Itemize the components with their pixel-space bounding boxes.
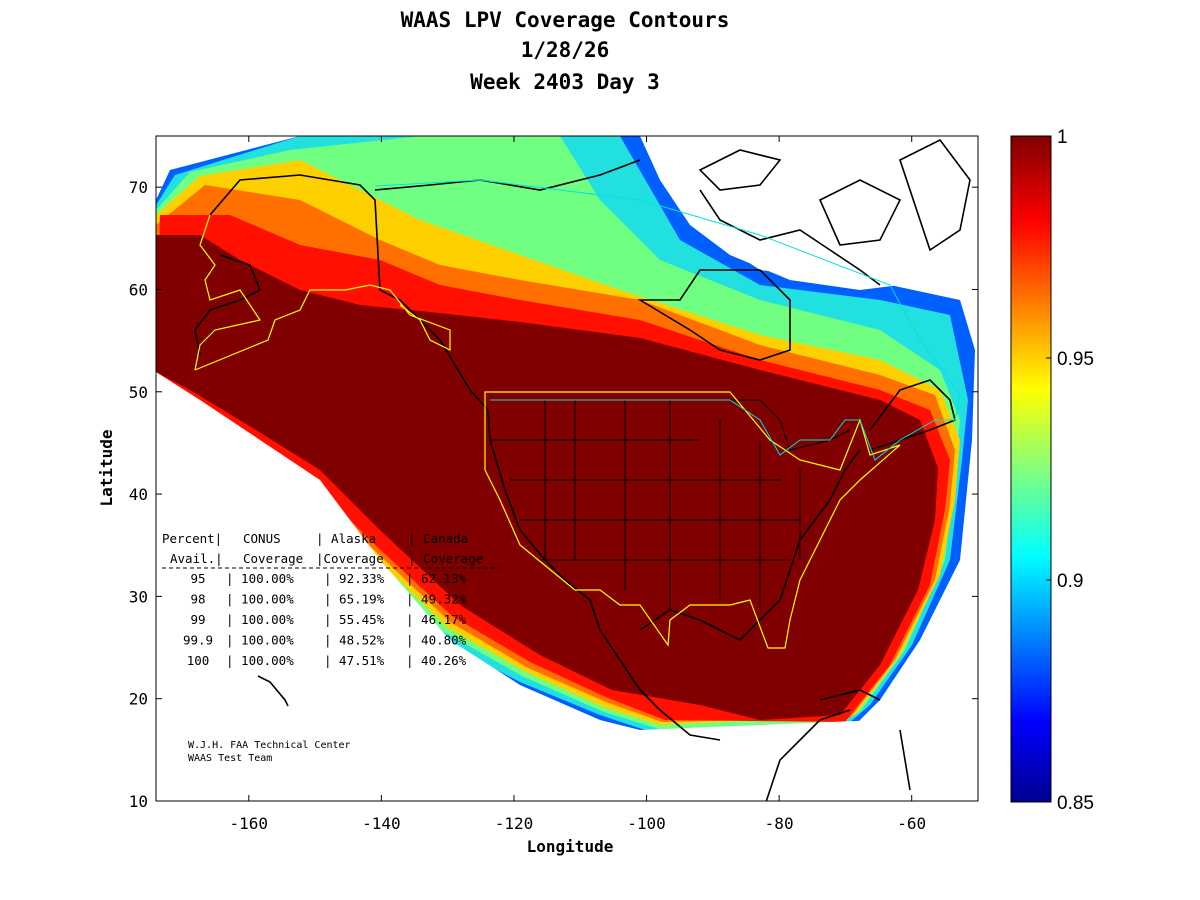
table-header-alaska2: |Coverage bbox=[316, 551, 384, 566]
table-header-canada2: | Coverage bbox=[408, 551, 483, 566]
table-cell-alaska: | 92.33% bbox=[324, 571, 385, 586]
colorbar-ticks: 1 0.95 0.9 0.85 bbox=[1046, 127, 1094, 814]
canada-border bbox=[375, 179, 961, 461]
service-volume-outline bbox=[194, 214, 901, 649]
table-cell-canada: | 46.17% bbox=[406, 612, 467, 627]
y-tick-label: 70 bbox=[129, 178, 148, 197]
no-coverage-south bbox=[640, 470, 978, 801]
table-header-alaska1: | Alaska bbox=[316, 531, 376, 546]
table-cell-conus: | 100.00% bbox=[226, 612, 294, 627]
x-axis-label: Longitude bbox=[527, 837, 614, 856]
chart-date: 1/28/26 bbox=[520, 38, 610, 62]
table-cell-pct: 99.9 bbox=[183, 633, 213, 648]
table-cell-alaska: | 48.52% bbox=[324, 633, 385, 648]
colorbar-tick-label: 0.85 bbox=[1057, 793, 1094, 814]
y-tick-label: 40 bbox=[129, 485, 148, 504]
chart-week: Week 2403 Day 3 bbox=[470, 70, 660, 94]
y-tick-label: 60 bbox=[129, 280, 148, 299]
y-tick-label: 50 bbox=[129, 383, 148, 402]
table-cell-canada: | 62.13% bbox=[406, 571, 467, 586]
colorbar-tick-label: 0.95 bbox=[1057, 349, 1094, 370]
table-cell-canada: | 40.80% bbox=[406, 633, 467, 648]
table-cell-canada: | 40.26% bbox=[406, 653, 467, 668]
table-cell-alaska: | 55.45% bbox=[324, 612, 385, 627]
colorbar-tick-label: 1 bbox=[1057, 127, 1068, 148]
credit-line1: W.J.H. FAA Technical Center bbox=[188, 740, 351, 751]
y-axis-label: Latitude bbox=[97, 429, 116, 506]
table-cell-alaska: | 47.51% bbox=[324, 653, 385, 668]
x-axis: -160 -140 -120 -100 -80 -60 bbox=[230, 136, 926, 833]
y-tick-label: 10 bbox=[129, 792, 148, 811]
x-tick-label: -140 bbox=[362, 814, 401, 833]
table-header-canada1: | Canada bbox=[408, 531, 468, 546]
table-cell-conus: | 100.00% bbox=[226, 653, 294, 668]
table-cell-pct: 100 bbox=[187, 653, 210, 668]
table-cell-conus: | 100.00% bbox=[226, 571, 294, 586]
x-tick-label: -160 bbox=[230, 814, 269, 833]
table-header-conus1: CONUS bbox=[243, 531, 281, 546]
table-header-pct2: Avail.| bbox=[170, 551, 223, 566]
table-cell-conus: | 100.00% bbox=[226, 633, 294, 648]
table-cell-canada: | 49.32% bbox=[406, 592, 467, 607]
table-cell-pct: 95 bbox=[190, 571, 205, 586]
contour-band-deepred bbox=[156, 235, 938, 720]
contour-field: Percent| CONUS | Alaska | Canada Avail.|… bbox=[156, 136, 978, 801]
x-tick-label: -100 bbox=[627, 814, 666, 833]
x-tick-label: -120 bbox=[495, 814, 534, 833]
coverage-table: Percent| CONUS | Alaska | Canada Avail.|… bbox=[162, 531, 500, 668]
table-header-conus2: Coverage bbox=[243, 551, 303, 566]
y-tick-label: 30 bbox=[129, 587, 148, 606]
y-axis: 70 60 50 40 30 20 10 bbox=[129, 178, 978, 811]
colorbar bbox=[1010, 135, 1052, 803]
colorbar-tick-label: 0.9 bbox=[1057, 571, 1083, 592]
table-header-pct1: Percent| bbox=[162, 531, 222, 546]
no-coverage-pacific bbox=[156, 372, 660, 801]
credit-line2: WAAS Test Team bbox=[188, 753, 272, 764]
table-cell-pct: 99 bbox=[190, 612, 205, 627]
chart-title: WAAS LPV Coverage Contours bbox=[400, 8, 730, 32]
x-tick-label: -60 bbox=[897, 814, 926, 833]
table-cell-conus: | 100.00% bbox=[226, 592, 294, 607]
x-tick-label: -80 bbox=[765, 814, 794, 833]
table-cell-pct: 98 bbox=[190, 592, 205, 607]
y-tick-label: 20 bbox=[129, 690, 148, 709]
plot-frame bbox=[155, 135, 979, 802]
table-cell-alaska: | 65.19% bbox=[324, 592, 385, 607]
no-coverage-arctic bbox=[640, 136, 978, 290]
